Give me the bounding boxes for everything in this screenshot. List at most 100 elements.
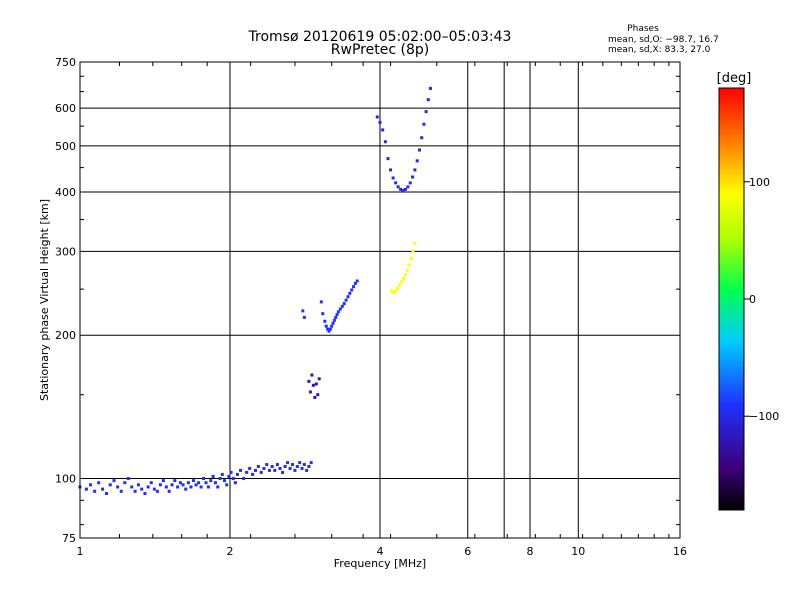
- colorbar-tick-label: −100: [749, 410, 779, 423]
- data-point: [253, 468, 257, 472]
- data-point: [396, 185, 400, 189]
- data-point: [310, 373, 314, 377]
- data-point: [307, 464, 311, 468]
- data-point: [283, 464, 287, 468]
- data-point: [199, 485, 203, 489]
- data-point: [242, 477, 246, 481]
- colorbar-label: [deg]: [717, 71, 752, 86]
- data-point: [381, 128, 385, 132]
- data-point: [346, 295, 350, 299]
- data-point: [301, 309, 305, 313]
- data-point: [344, 298, 348, 302]
- data-point: [323, 319, 327, 323]
- data-point: [413, 241, 417, 245]
- data-point: [155, 489, 159, 493]
- data-point: [411, 175, 415, 179]
- data-point: [227, 474, 231, 478]
- data-point: [309, 461, 313, 465]
- data-point: [291, 463, 295, 467]
- y-tick-label: 75: [62, 532, 76, 545]
- data-point: [391, 176, 395, 180]
- data-point: [245, 470, 249, 474]
- chart-subtitle: RwPretec (8p): [331, 42, 429, 58]
- data-point: [352, 285, 356, 289]
- data-point: [386, 157, 390, 161]
- data-point: [123, 481, 127, 485]
- data-point: [116, 485, 120, 489]
- plot-border: [79, 61, 681, 539]
- data-point: [231, 477, 235, 481]
- data-point: [295, 464, 299, 468]
- data-point: [406, 185, 410, 189]
- data-point: [275, 463, 279, 467]
- data-point: [265, 463, 269, 467]
- data-point: [428, 86, 432, 90]
- data-point: [327, 329, 331, 333]
- data-point: [152, 487, 156, 491]
- stats-o-mode: mean, sd,O: −98.7, 16.7: [608, 35, 719, 45]
- y-axis-label: Stationary phase Virtual Height [km]: [38, 199, 51, 401]
- data-point: [176, 485, 180, 489]
- data-point: [378, 120, 382, 124]
- data-point: [403, 273, 407, 277]
- data-point: [307, 379, 311, 383]
- data-point: [104, 492, 108, 496]
- data-point: [93, 489, 97, 493]
- data-point: [424, 110, 428, 114]
- data-point: [204, 481, 208, 485]
- data-point: [267, 468, 271, 472]
- data-point: [316, 393, 320, 397]
- data-point: [407, 263, 411, 267]
- y-tick-label: 500: [55, 140, 76, 153]
- data-point: [216, 485, 220, 489]
- colorbar-tick-label: 0: [749, 293, 756, 306]
- data-point: [149, 481, 153, 485]
- data-point: [321, 312, 325, 316]
- data-point: [426, 98, 430, 102]
- data-point: [158, 483, 162, 487]
- data-point: [262, 466, 266, 470]
- data-point: [225, 483, 229, 487]
- data-point: [383, 140, 387, 144]
- x-tick-label: 16: [673, 545, 687, 558]
- data-point: [415, 159, 419, 163]
- data-point: [324, 324, 328, 328]
- data-point: [394, 289, 398, 293]
- data-point: [342, 302, 346, 306]
- data-point: [400, 280, 404, 284]
- colorbar: [718, 87, 745, 511]
- data-point: [399, 187, 403, 191]
- data-point: [305, 468, 309, 472]
- data-point: [119, 489, 123, 493]
- data-point: [270, 464, 274, 468]
- data-point: [398, 283, 402, 287]
- data-point: [209, 479, 213, 483]
- data-point: [317, 377, 321, 381]
- data-point: [130, 485, 134, 489]
- data-point: [390, 289, 394, 293]
- data-point: [181, 483, 185, 487]
- y-tick-label: 100: [55, 473, 76, 486]
- data-point: [178, 481, 182, 485]
- x-tick-label: 4: [377, 545, 384, 558]
- data-point: [251, 472, 255, 476]
- data-point: [302, 463, 306, 467]
- data-point: [84, 487, 88, 491]
- data-point: [302, 315, 306, 319]
- data-point: [411, 249, 415, 253]
- data-point: [218, 477, 222, 481]
- data-point: [197, 481, 201, 485]
- colorbar-ticks: 100 0 −100: [744, 176, 779, 423]
- data-point: [392, 290, 396, 294]
- x-tick-label: 1: [77, 545, 84, 558]
- data-point: [420, 136, 424, 140]
- data-point: [353, 281, 357, 285]
- data-point: [401, 188, 405, 192]
- data-point: [259, 470, 263, 474]
- data-point: [229, 470, 233, 474]
- data-point: [97, 481, 101, 485]
- y-tick-label: 750: [55, 56, 76, 69]
- data-point: [328, 327, 332, 331]
- data-point: [319, 300, 323, 304]
